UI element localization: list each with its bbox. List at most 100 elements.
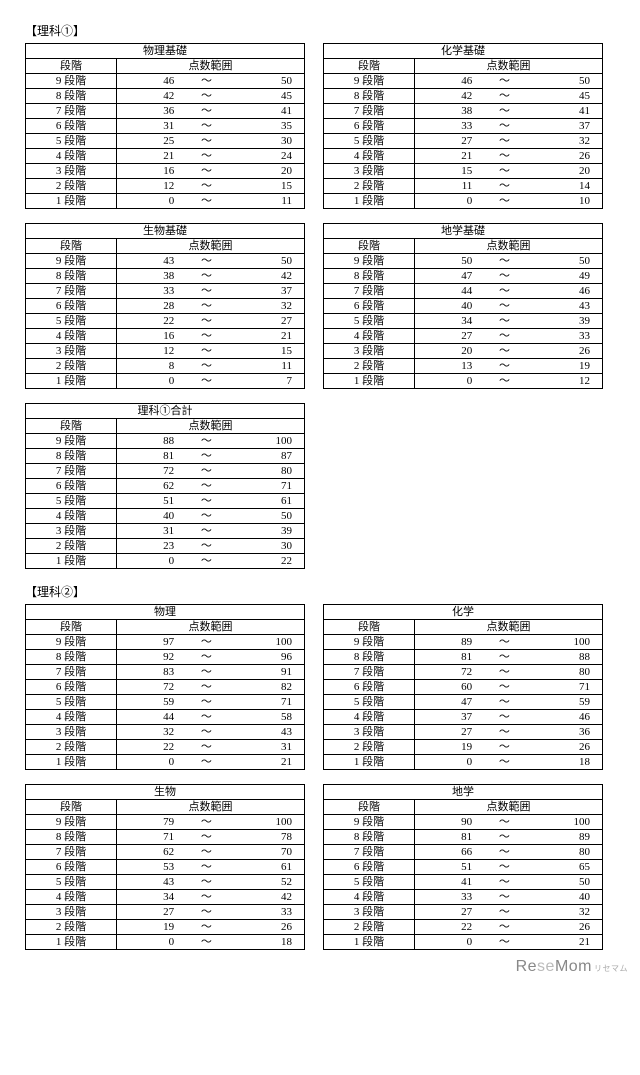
header-range: 点数範囲 <box>116 620 304 635</box>
cell-level: 9 段階 <box>324 635 415 650</box>
cell-tilde: ～ <box>178 725 234 740</box>
cell-tilde: ～ <box>178 434 234 449</box>
cell-tilde: ～ <box>178 554 234 569</box>
cell-tilde: ～ <box>178 149 234 164</box>
cell-max: 100 <box>235 815 305 830</box>
cell-min: 34 <box>116 890 178 905</box>
grade-table: 理科①合計段階点数範囲9 段階88～1008 段階81～877 段階72～806… <box>25 403 305 569</box>
cell-level: 5 段階 <box>324 314 415 329</box>
cell-level: 9 段階 <box>324 74 415 89</box>
cell-tilde: ～ <box>476 89 532 104</box>
cell-tilde: ～ <box>178 635 234 650</box>
cell-tilde: ～ <box>476 194 532 209</box>
cell-min: 19 <box>116 920 178 935</box>
cell-tilde: ～ <box>476 935 532 950</box>
cell-tilde: ～ <box>476 695 532 710</box>
cell-level: 7 段階 <box>26 845 117 860</box>
cell-min: 43 <box>116 875 178 890</box>
cell-min: 8 <box>117 359 179 374</box>
cell-level: 8 段階 <box>26 269 117 284</box>
cell-level: 9 段階 <box>26 254 117 269</box>
cell-min: 72 <box>414 665 476 680</box>
cell-min: 31 <box>117 119 179 134</box>
cell-level: 1 段階 <box>26 554 117 569</box>
cell-max: 58 <box>235 710 305 725</box>
cell-min: 13 <box>415 359 477 374</box>
cell-tilde: ～ <box>476 755 532 770</box>
table-row: 3 段階20～26 <box>324 344 603 359</box>
cell-max: 80 <box>235 464 305 479</box>
table-row: 2 段階23～30 <box>26 539 305 554</box>
cell-max: 15 <box>235 344 305 359</box>
cell-tilde: ～ <box>178 299 234 314</box>
table-row: 7 段階72～80 <box>26 464 305 479</box>
table-row: 1 段階0～18 <box>324 755 603 770</box>
table-row: 2 段階8～11 <box>26 359 305 374</box>
cell-tilde: ～ <box>178 74 234 89</box>
cell-max: 32 <box>235 299 305 314</box>
cell-max: 50 <box>533 254 603 269</box>
cell-tilde: ～ <box>476 680 532 695</box>
cell-max: 21 <box>533 935 603 950</box>
grade-table: 地学段階点数範囲9 段階90～1008 段階81～897 段階66～806 段階… <box>323 784 603 950</box>
cell-tilde: ～ <box>476 890 532 905</box>
cell-level: 5 段階 <box>26 875 117 890</box>
watermark-logo: ReseMomリセマム <box>516 958 628 976</box>
cell-tilde: ～ <box>178 845 234 860</box>
cell-tilde: ～ <box>178 710 234 725</box>
cell-level: 3 段階 <box>26 725 117 740</box>
table-title: 地学 <box>324 785 603 800</box>
cell-min: 43 <box>117 254 179 269</box>
table-row: 6 段階33～37 <box>324 119 603 134</box>
table-row: 2 段階11～14 <box>324 179 603 194</box>
cell-max: 7 <box>235 374 305 389</box>
table-row: 5 段階34～39 <box>324 314 603 329</box>
cell-level: 5 段階 <box>324 695 415 710</box>
grade-table: 物理段階点数範囲9 段階97～1008 段階92～967 段階83～916 段階… <box>25 604 305 770</box>
cell-min: 22 <box>116 740 178 755</box>
cell-max: 43 <box>235 725 305 740</box>
cell-level: 2 段階 <box>324 740 415 755</box>
cell-max: 26 <box>533 920 603 935</box>
cell-max: 21 <box>235 329 305 344</box>
cell-tilde: ～ <box>178 254 234 269</box>
cell-min: 37 <box>414 710 476 725</box>
cell-level: 3 段階 <box>324 725 415 740</box>
grade-table: 地学基礎段階点数範囲9 段階50～508 段階47～497 段階44～466 段… <box>323 223 603 389</box>
table-row: 7 段階38～41 <box>324 104 603 119</box>
cell-max: 40 <box>533 890 603 905</box>
cell-min: 38 <box>415 104 477 119</box>
cell-tilde: ～ <box>178 179 234 194</box>
table-row: 8 段階42～45 <box>324 89 603 104</box>
cell-level: 4 段階 <box>26 710 117 725</box>
cell-level: 9 段階 <box>26 815 117 830</box>
cell-max: 32 <box>533 134 603 149</box>
cell-level: 7 段階 <box>324 845 415 860</box>
cell-level: 7 段階 <box>324 104 415 119</box>
header-level: 段階 <box>26 239 117 254</box>
cell-level: 6 段階 <box>324 860 415 875</box>
cell-min: 81 <box>116 449 178 464</box>
cell-max: 37 <box>235 284 305 299</box>
cell-tilde: ～ <box>476 119 532 134</box>
cell-tilde: ～ <box>476 269 532 284</box>
table-row: 2 段階19～26 <box>324 740 603 755</box>
cell-max: 49 <box>533 269 603 284</box>
cell-level: 3 段階 <box>26 524 117 539</box>
cell-tilde: ～ <box>476 149 532 164</box>
cell-min: 46 <box>415 74 477 89</box>
cell-level: 8 段階 <box>324 830 415 845</box>
cell-min: 27 <box>415 329 477 344</box>
table-row: 8 段階47～49 <box>324 269 603 284</box>
header-range: 点数範囲 <box>116 800 304 815</box>
cell-level: 5 段階 <box>26 494 117 509</box>
cell-max: 11 <box>235 359 305 374</box>
header-level: 段階 <box>26 59 117 74</box>
table-row: 8 段階42～45 <box>26 89 305 104</box>
cell-level: 5 段階 <box>26 695 117 710</box>
cell-level: 3 段階 <box>26 905 117 920</box>
cell-tilde: ～ <box>178 665 234 680</box>
table-row-group: 物理段階点数範囲9 段階97～1008 段階92～967 段階83～916 段階… <box>25 604 615 770</box>
table-row: 9 段階46～50 <box>324 74 603 89</box>
cell-min: 33 <box>414 890 476 905</box>
